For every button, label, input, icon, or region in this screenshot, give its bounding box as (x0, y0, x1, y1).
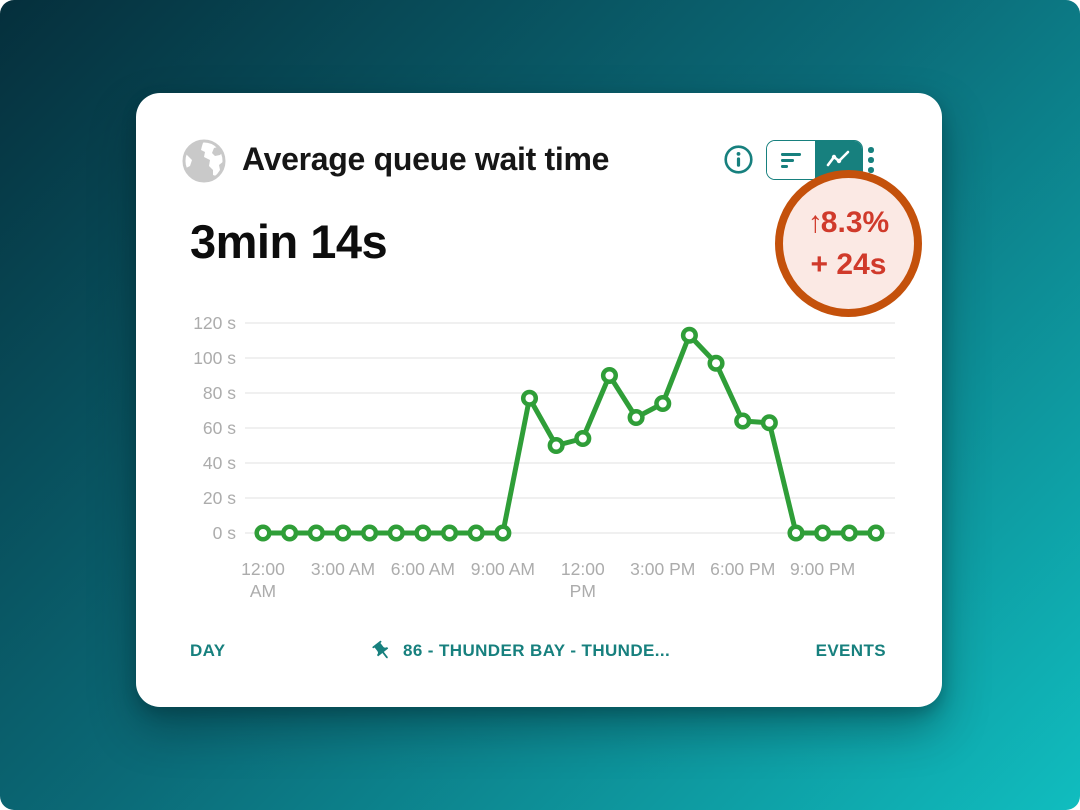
y-tick-label: 20 s (203, 488, 236, 508)
data-point-marker[interactable] (361, 524, 379, 542)
data-point-marker[interactable] (281, 524, 299, 542)
data-point-marker[interactable] (734, 412, 752, 430)
data-point-marker[interactable] (600, 366, 619, 385)
day-button[interactable]: DAY (190, 641, 226, 660)
pinned-queue-label: 86 - THUNDER BAY - THUNDE... (402, 641, 671, 660)
y-tick-label: 40 s (203, 453, 236, 473)
x-tick-label: 12:00 AM (241, 559, 285, 601)
info-icon[interactable] (724, 145, 753, 174)
data-point-marker[interactable] (760, 414, 778, 432)
x-tick-label: 9:00 PM (790, 559, 855, 579)
pushpin-icon (372, 640, 389, 659)
data-point-marker[interactable] (627, 408, 645, 427)
summary-view-button[interactable] (767, 141, 815, 179)
change-delta: + 24s (810, 247, 887, 281)
data-point-marker[interactable] (441, 524, 459, 542)
data-point-marker[interactable] (814, 524, 832, 542)
summary-view-icon (780, 153, 801, 168)
view-toggle (766, 140, 863, 180)
card-footer: DAY 86 - THUNDER BAY - THUNDE... EVENTS (136, 633, 942, 669)
y-tick-label: 60 s (203, 418, 236, 438)
x-tick-label: 3:00 AM (311, 559, 375, 579)
y-tick-label: 100 s (193, 348, 236, 368)
data-point-marker[interactable] (654, 394, 672, 413)
data-point-marker[interactable] (467, 524, 485, 542)
y-tick-label: 120 s (193, 313, 236, 333)
data-point-marker[interactable] (520, 389, 539, 407)
events-button[interactable]: EVENTS (815, 641, 886, 660)
x-tick-label: 3:00 PM (630, 559, 695, 579)
data-point-marker[interactable] (680, 326, 698, 344)
stat-value: 3min 14s (190, 215, 388, 268)
globe-icon (182, 139, 226, 183)
x-tick-label: 12:00 PM (561, 559, 605, 601)
x-tick-label: 9:00 AM (471, 559, 535, 579)
x-tick-label: 6:00 PM (710, 559, 775, 579)
y-tick-label: 0 s (213, 523, 237, 543)
data-point-marker[interactable] (414, 524, 432, 542)
card-title: Average queue wait time (242, 141, 610, 177)
data-point-marker[interactable] (840, 524, 858, 542)
kebab-menu-icon[interactable] (860, 143, 882, 177)
metric-card: Average queue wait time (136, 93, 942, 707)
data-point-marker[interactable] (574, 429, 592, 448)
data-point-marker[interactable] (707, 354, 725, 372)
x-tick-label: 6:00 AM (391, 559, 455, 579)
wait-time-chart[interactable]: 0 s 20 s 40 s 60 s 80 s 100 s 120 s 12:00 AM 3:00… (136, 283, 942, 623)
data-point-marker[interactable] (254, 524, 272, 542)
data-point-marker[interactable] (867, 524, 885, 542)
data-point-marker[interactable] (547, 436, 565, 455)
change-percent: ↑8.3% (807, 205, 890, 239)
line-chart-icon (826, 150, 850, 167)
data-point-marker[interactable] (387, 524, 405, 542)
y-tick-label: 80 s (203, 383, 236, 403)
data-point-marker[interactable] (334, 524, 352, 542)
change-highlight-ring: ↑8.3% + 24s (775, 170, 922, 317)
data-point-marker[interactable] (307, 524, 325, 542)
data-point-marker[interactable] (787, 524, 805, 542)
pinned-queue[interactable]: 86 - THUNDER BAY - THUNDE... (226, 640, 816, 662)
up-arrow-icon: ↑ (807, 205, 823, 239)
data-point-marker[interactable] (494, 524, 512, 542)
